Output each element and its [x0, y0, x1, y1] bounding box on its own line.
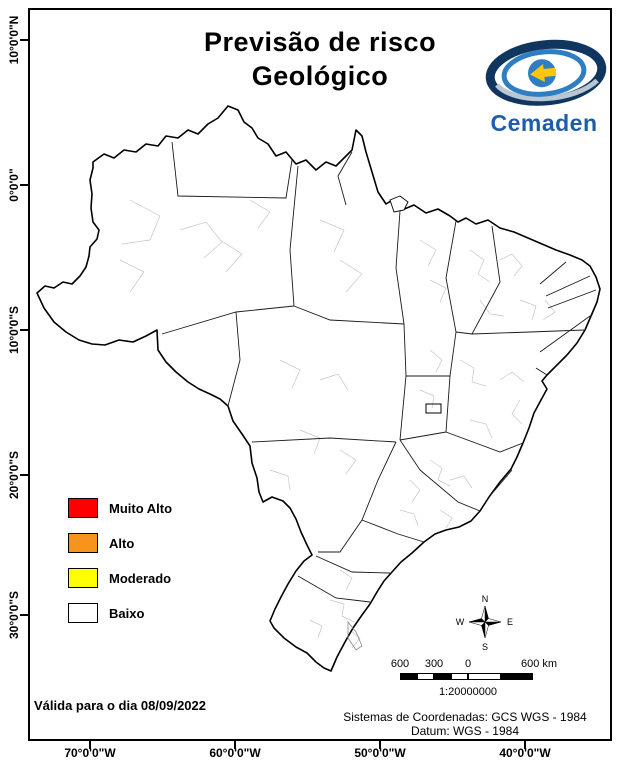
scale-label-300: 300	[424, 658, 444, 670]
municipal-boundaries	[119, 199, 556, 649]
lat-label-10n: 10°0'0"N	[7, 15, 21, 65]
scale-bar: 600 300 0 600 km 1:20000000	[390, 658, 563, 704]
legend-row: Moderado	[68, 568, 198, 588]
coordinate-system-note: Sistemas de Coordenadas: GCS WGS - 1984 …	[300, 710, 630, 739]
validity-note: Válida para o dia 08/09/2022	[34, 698, 206, 713]
lagoa-dos-patos	[347, 620, 363, 651]
page-title: Previsão de risco Geológico	[28, 26, 612, 94]
title-line-1: Previsão de risco	[203, 27, 437, 57]
map-frame	[28, 8, 612, 741]
legend-label: Muito Alto	[109, 500, 173, 516]
cemaden-eye-icon	[485, 39, 607, 106]
scale-label-600-right: 600 km	[520, 658, 558, 670]
legend-swatch-0	[68, 498, 98, 518]
legend-swatch-3	[68, 603, 98, 623]
lon-tick	[524, 740, 526, 749]
lat-tick	[20, 614, 29, 616]
lat-tick	[20, 39, 29, 41]
lon-label-70w: 70°0'0"W	[64, 746, 116, 760]
scale-segment	[417, 673, 434, 680]
legend-swatch-1	[68, 533, 98, 553]
datum-line: Datum: WGS - 1984	[410, 724, 520, 739]
compass-s: S	[482, 642, 488, 652]
lon-label-40w: 40°0'0"W	[499, 746, 551, 760]
lon-label-60w: 60°0'0"W	[209, 746, 261, 760]
state-boundaries	[161, 141, 597, 603]
compass-n: N	[482, 594, 489, 604]
marajo-island	[389, 195, 409, 213]
lon-tick	[89, 740, 91, 749]
legend-row: Alto	[68, 533, 198, 553]
lon-tick	[379, 740, 381, 749]
country-outline	[36, 105, 601, 672]
legend-swatch-2	[68, 568, 98, 588]
legend-label: Baixo	[109, 605, 145, 621]
legend-label: Moderado	[109, 570, 172, 586]
scale-label-0: 0	[464, 658, 472, 670]
lat-label-0: 0°0'0"	[7, 168, 21, 202]
cemaden-wordmark: Cemaden	[490, 110, 598, 136]
lat-label-10s: 10°0'0"S	[7, 305, 21, 355]
legend-row: Muito Alto	[68, 498, 198, 518]
lat-tick	[20, 329, 29, 331]
coord-system-line: Sistemas de Coordenadas: GCS WGS - 1984	[343, 710, 587, 724]
lat-tick	[20, 184, 29, 186]
lat-tick	[20, 474, 29, 476]
lon-tick	[234, 740, 236, 749]
compass-w: W	[456, 617, 465, 627]
lat-label-20s: 20°0'0"S	[7, 450, 21, 500]
scale-segment	[400, 673, 417, 680]
legend-label: Alto	[109, 535, 135, 551]
scale-segment	[501, 673, 533, 680]
cemaden-logo: Cemaden	[468, 34, 620, 137]
scale-bar-segments	[400, 673, 533, 680]
distrito-federal-outline	[425, 403, 442, 414]
lon-label-50w: 50°0'0"W	[354, 746, 406, 760]
scale-segment	[468, 673, 501, 680]
compass-rose: N S E W	[453, 590, 517, 654]
compass-e: E	[507, 617, 513, 627]
legend-row: Baixo	[68, 603, 198, 623]
scale-segment	[451, 673, 468, 680]
title-line-2: Geológico	[251, 60, 389, 91]
compass-icon: N S E W	[456, 594, 513, 652]
scale-label-600-left: 600	[390, 658, 410, 670]
scale-ratio: 1:20000000	[438, 686, 498, 698]
lat-label-30s: 30°0'0"S	[7, 590, 21, 640]
legend: Muito Alto Alto Moderado Baixo	[68, 498, 198, 638]
scale-segment	[434, 673, 451, 680]
